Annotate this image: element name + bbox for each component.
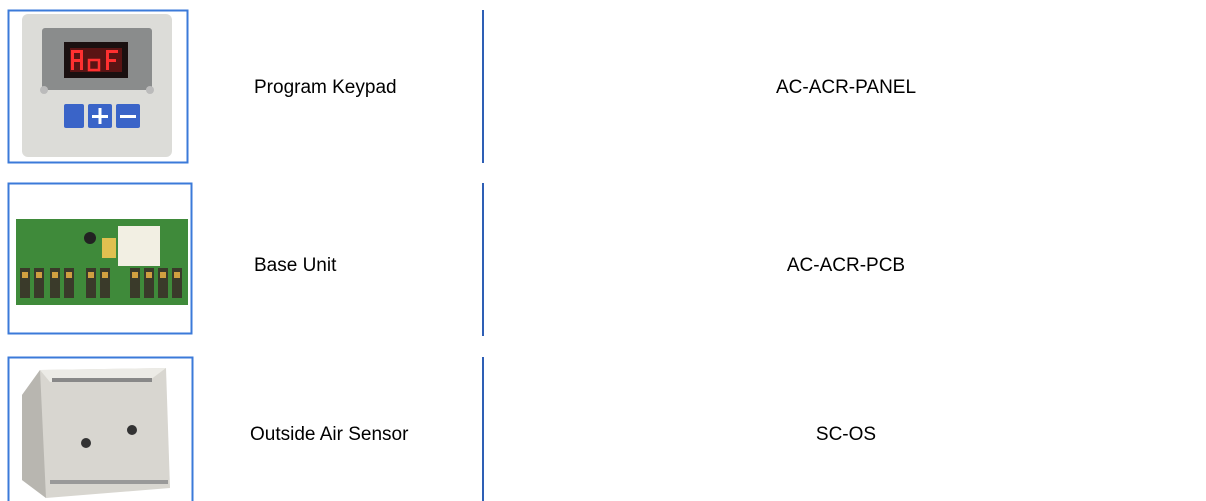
pcb-image (7, 182, 193, 335)
keypad-image (7, 9, 189, 164)
product-code: SC-OS (816, 424, 876, 445)
product-name: Program Keypad (254, 77, 397, 98)
sensor-image (7, 356, 194, 501)
product-name: Base Unit (254, 255, 337, 276)
product-code: AC-ACR-PANEL (776, 77, 916, 98)
product-code: AC-ACR-PCB (787, 255, 905, 276)
product-name: Outside Air Sensor (250, 424, 409, 445)
